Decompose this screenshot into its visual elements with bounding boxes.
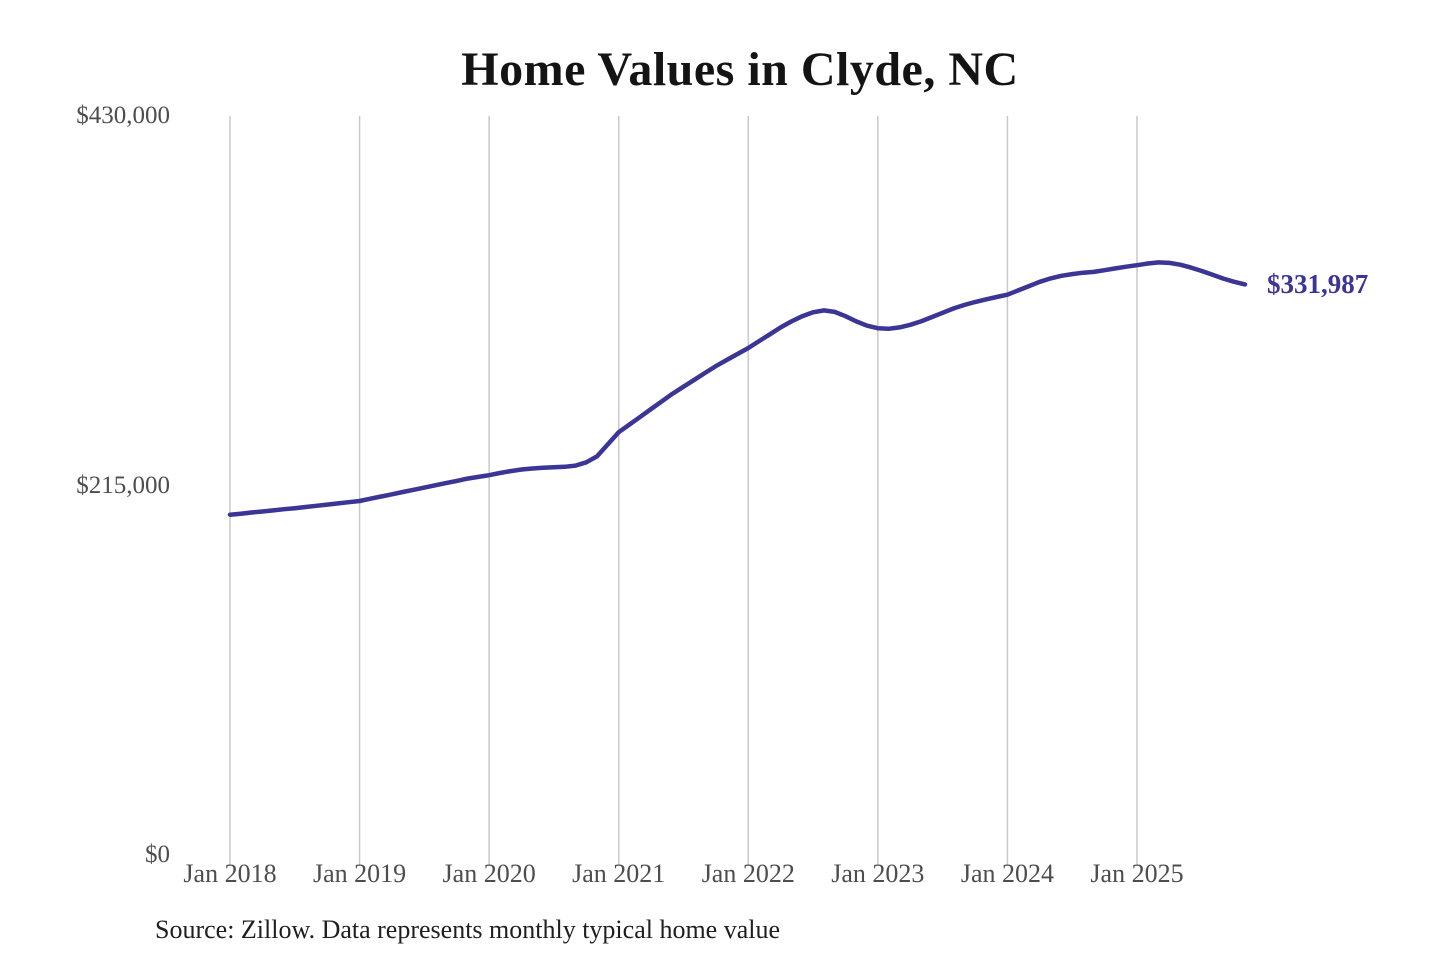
y-tick-label: $430,000: [76, 102, 170, 129]
y-tick-label: $215,000: [76, 471, 170, 499]
x-tick-label: Jan 2025: [1090, 859, 1184, 888]
source-note: Source: Zillow. Data represents monthly …: [155, 915, 781, 944]
x-tick-label: Jan 2022: [701, 859, 795, 888]
x-tick-label: Jan 2019: [312, 859, 407, 888]
y-tick-label: $0: [145, 841, 170, 868]
current-value-label: $331,987: [1266, 269, 1369, 300]
home-value-line: [227, 260, 1248, 517]
x-tick-label: Jan 2018: [183, 859, 277, 888]
x-tick-label: Jan 2024: [960, 859, 1054, 888]
x-tick-label: Jan 2023: [831, 859, 925, 888]
x-tick-label: Jan 2020: [442, 859, 536, 888]
chart-title: Home Values in Clyde, NC: [461, 43, 1019, 96]
x-tick-label: Jan 2021: [572, 859, 666, 888]
gridlines: [229, 116, 1138, 866]
